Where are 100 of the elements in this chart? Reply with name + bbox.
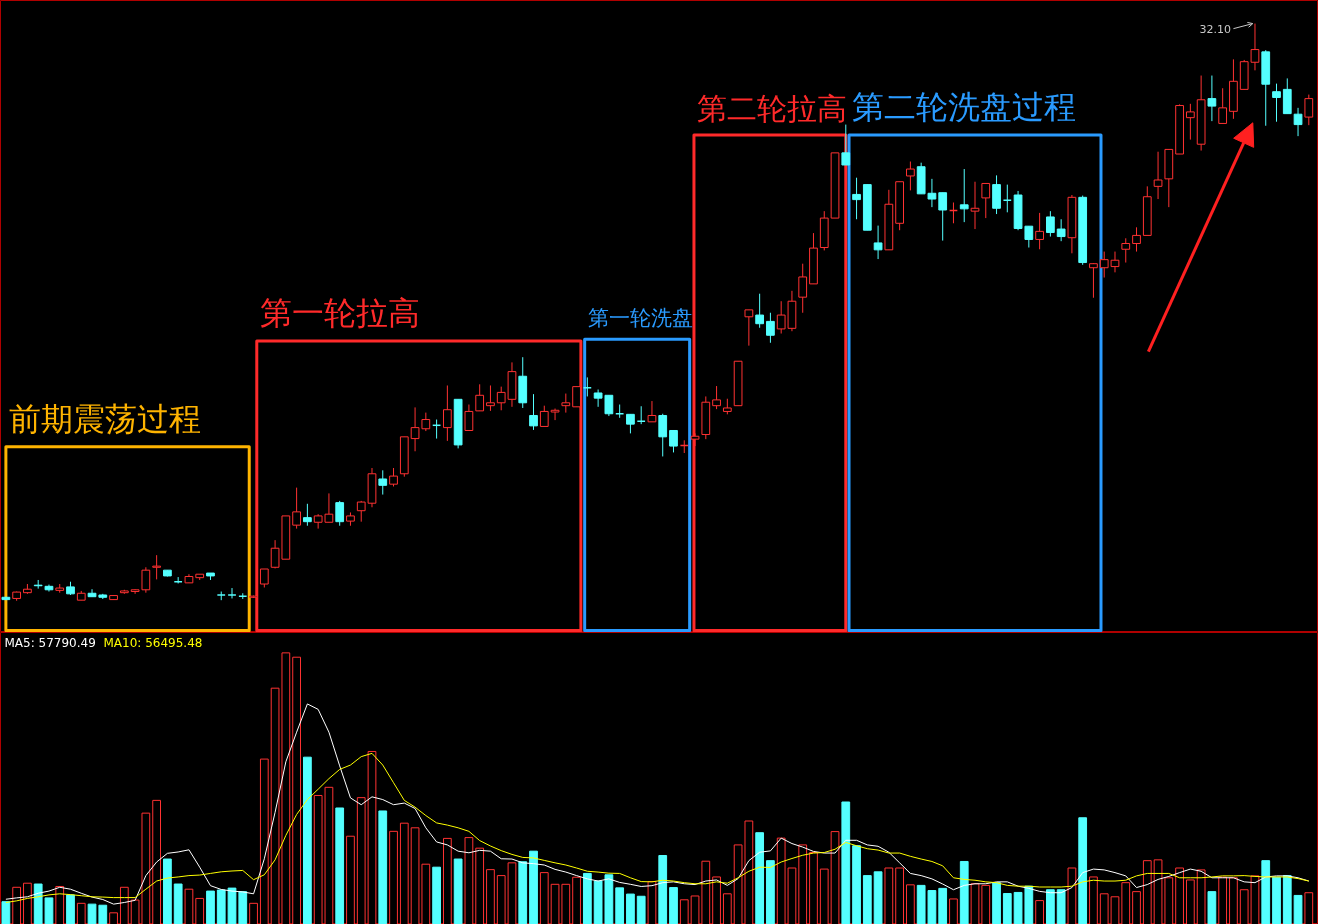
- bar: [152, 799, 162, 924]
- candlestick: [1185, 103, 1195, 141]
- text: MA5: 57790.49: [4, 635, 96, 650]
- candlestick: [852, 177, 861, 220]
- bar: [464, 837, 474, 924]
- bar: [1218, 876, 1228, 924]
- bar: [378, 810, 388, 924]
- candlestick: [486, 384, 495, 412]
- bar: [658, 855, 668, 924]
- bar: [1078, 817, 1088, 924]
- annotation: 第二轮拉高: [696, 90, 847, 126]
- bar: [119, 886, 129, 924]
- bar: [249, 902, 258, 924]
- candlestick: [938, 192, 948, 242]
- bar: [1293, 894, 1303, 924]
- bar: [1046, 889, 1055, 924]
- bar: [173, 883, 183, 924]
- candlestick: [1293, 107, 1303, 137]
- candlestick: [1272, 83, 1281, 123]
- bar: [539, 872, 549, 924]
- candlestick: [1089, 262, 1098, 299]
- bar: [755, 832, 765, 924]
- bar: [55, 885, 65, 924]
- bar: [1132, 891, 1141, 924]
- bar: [679, 899, 689, 924]
- annotation: 第二轮洗盘过程: [852, 87, 1077, 126]
- bar: [841, 801, 851, 924]
- bar: [442, 837, 452, 924]
- bar: [184, 888, 194, 924]
- candlestick: [1304, 94, 1314, 126]
- annotation: 第一轮拉高: [259, 294, 420, 333]
- candlestick: [992, 174, 1001, 215]
- candlestick: [647, 400, 657, 423]
- candlestick: [873, 225, 883, 260]
- candlestick: [292, 487, 301, 530]
- candlestick: [1121, 237, 1131, 264]
- bar: [195, 897, 205, 924]
- bar: [1304, 892, 1314, 924]
- candlestick: [959, 168, 969, 223]
- bar: [518, 861, 528, 924]
- candlestick: [1002, 184, 1012, 213]
- bar: [399, 822, 409, 924]
- bar: [206, 890, 215, 924]
- candlestick: [1056, 218, 1066, 242]
- candlestick: [1046, 210, 1055, 238]
- bar: [529, 850, 538, 924]
- candlestick: [906, 161, 915, 191]
- bar: [992, 882, 1001, 924]
- candlestick: [744, 309, 754, 347]
- bar: [615, 887, 625, 924]
- candlestick: [303, 503, 312, 527]
- candlestick: [539, 405, 549, 427]
- candlestick: [981, 182, 991, 219]
- candlestick: [550, 408, 560, 421]
- candlestick: [529, 393, 538, 431]
- candlestick: [378, 469, 388, 496]
- candlestick: [626, 413, 635, 434]
- bar: [712, 876, 721, 924]
- bar: [809, 852, 818, 924]
- bar: [895, 867, 904, 924]
- candlestick: [970, 181, 980, 230]
- candlestick: [442, 384, 452, 442]
- candlestick: [755, 293, 765, 329]
- candlestick: [335, 500, 345, 527]
- bar: [766, 860, 775, 924]
- bar: [938, 887, 948, 924]
- candlestick: [798, 263, 808, 314]
- bar: [1229, 877, 1238, 924]
- bar: [1035, 900, 1044, 924]
- candlestick: [841, 124, 851, 166]
- candlestick: [1218, 87, 1228, 124]
- candlestick: [1035, 212, 1044, 250]
- annotation: 前期震荡过程: [8, 399, 201, 438]
- bar: [453, 858, 463, 924]
- bar: [949, 898, 958, 924]
- bar: [1261, 860, 1271, 924]
- bar: [1002, 893, 1012, 924]
- bar: [163, 858, 172, 924]
- bar: [862, 875, 872, 924]
- bar: [259, 758, 269, 924]
- candlestick: [152, 554, 162, 580]
- bar: [76, 902, 86, 924]
- bar: [389, 830, 398, 924]
- candlestick: [1153, 151, 1163, 200]
- annotation: 第一轮洗盘: [587, 306, 693, 331]
- bar: [1089, 876, 1098, 924]
- bar: [432, 866, 441, 924]
- bar: [335, 807, 345, 924]
- bar: [798, 844, 808, 924]
- annotation: 32.10: [1199, 22, 1231, 36]
- candlestick: [1132, 226, 1141, 253]
- candlestick: [464, 404, 474, 431]
- bar: [303, 756, 312, 924]
- candlestick: [141, 566, 151, 594]
- bar: [346, 835, 355, 924]
- bar: [582, 872, 592, 924]
- candlestick: [582, 376, 592, 397]
- bar: [1067, 867, 1077, 924]
- bar: [1282, 875, 1292, 924]
- bar: [959, 860, 969, 924]
